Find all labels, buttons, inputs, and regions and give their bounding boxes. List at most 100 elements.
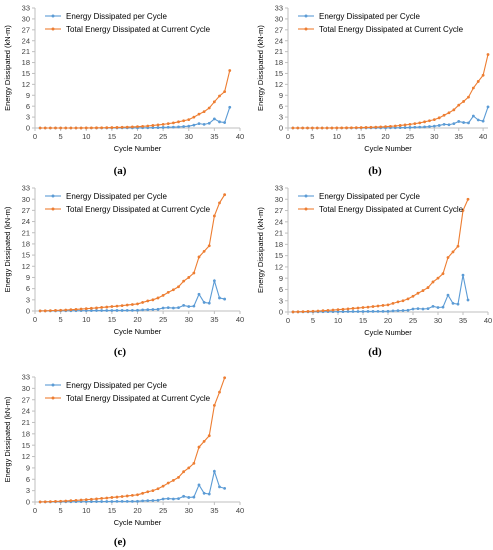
data-point-1 [411, 294, 415, 298]
y-tick-label: 15 [22, 441, 30, 450]
data-point-0 [192, 123, 196, 127]
x-tick-label: 5 [59, 506, 63, 515]
data-point-0 [141, 499, 145, 503]
y-tick-label: 24 [22, 217, 30, 226]
data-point-1 [64, 308, 68, 312]
data-point-0 [105, 500, 109, 503]
y-tick-label: 27 [22, 395, 30, 404]
data-point-1 [182, 279, 186, 283]
y-tick-label: 3 [26, 486, 30, 495]
data-point-1 [177, 120, 180, 124]
legend-label: Energy Dissipated per Cycle [66, 381, 167, 390]
data-point-0 [428, 125, 431, 128]
data-point-1 [69, 308, 73, 312]
data-point-1 [74, 126, 78, 130]
x-tick-label: 20 [384, 316, 392, 325]
data-point-0 [197, 122, 201, 126]
y-axis-label: Energy Dissipated (kN-m) [3, 25, 12, 111]
y-tick-label: 0 [26, 498, 30, 507]
data-point-0 [403, 126, 407, 129]
data-point-1 [79, 498, 83, 502]
data-point-1 [457, 103, 461, 107]
data-point-1 [187, 118, 191, 122]
legend-label: Energy Dissipated per Cycle [319, 12, 420, 21]
data-point-1 [330, 126, 334, 130]
data-point-1 [212, 100, 216, 104]
data-point-1 [141, 124, 145, 128]
x-tick-label: 40 [479, 132, 487, 141]
data-point-0 [166, 497, 170, 500]
series-line-1 [40, 70, 231, 129]
data-point-1 [207, 434, 211, 438]
x-tick-label: 20 [133, 315, 141, 324]
data-point-1 [291, 310, 295, 314]
data-point-0 [171, 306, 175, 310]
y-tick-label: 24 [275, 217, 283, 226]
data-point-0 [413, 125, 417, 129]
data-point-0 [115, 309, 119, 312]
data-point-1 [84, 126, 88, 130]
data-point-1 [197, 255, 201, 259]
data-point-0 [166, 125, 170, 129]
x-tick-label: 20 [381, 132, 389, 141]
data-point-1 [156, 123, 160, 127]
data-point-1 [371, 305, 375, 308]
data-point-0 [416, 307, 420, 311]
x-tick-label: 40 [484, 316, 492, 325]
legend-label: Total Energy Dissipated at Current Cycle [66, 25, 211, 34]
y-tick-label: 12 [22, 262, 30, 271]
data-point-1 [423, 120, 426, 124]
data-point-0 [442, 122, 446, 126]
data-point-1 [366, 305, 370, 309]
y-tick-label: 30 [22, 384, 30, 393]
data-point-1 [359, 126, 363, 129]
legend-label: Total Energy Dissipated at Current Cycle [319, 205, 464, 214]
x-tick-label: 20 [133, 506, 141, 515]
data-point-1 [110, 305, 114, 308]
data-point-0 [212, 117, 216, 121]
data-point-0 [207, 492, 211, 496]
legend-marker [51, 396, 55, 400]
data-point-0 [146, 499, 150, 503]
data-point-1 [320, 126, 324, 130]
data-point-1 [361, 306, 365, 309]
y-tick-label: 15 [275, 69, 283, 78]
x-axis-label: Cycle Number [114, 518, 162, 527]
data-point-1 [141, 491, 145, 495]
data-point-0 [95, 500, 98, 503]
data-point-1 [95, 497, 98, 501]
data-point-1 [391, 301, 395, 305]
data-point-0 [341, 310, 345, 313]
data-point-1 [471, 86, 475, 90]
legend-marker [51, 27, 55, 31]
data-point-1 [326, 308, 330, 312]
data-point-0 [202, 122, 206, 126]
data-point-1 [467, 95, 470, 99]
data-point-0 [346, 310, 350, 313]
data-point-1 [197, 112, 201, 116]
x-axis-label: Cycle Number [364, 328, 412, 337]
data-point-1 [486, 53, 490, 56]
y-tick-label: 6 [26, 102, 30, 111]
data-point-1 [146, 299, 150, 303]
data-point-1 [187, 276, 191, 279]
data-point-1 [79, 307, 83, 311]
data-point-1 [54, 126, 57, 130]
y-tick-label: 12 [22, 80, 30, 89]
data-point-0 [456, 302, 460, 306]
data-point-1 [466, 197, 470, 201]
data-point-1 [446, 256, 450, 259]
data-point-1 [462, 100, 466, 103]
x-tick-label: 10 [82, 132, 90, 141]
data-point-0 [120, 309, 124, 312]
series-line-0 [40, 469, 225, 503]
y-tick-label: 3 [279, 113, 283, 122]
data-point-1 [335, 126, 339, 130]
x-tick-label: 0 [286, 316, 290, 325]
x-tick-label: 30 [185, 315, 193, 324]
data-point-0 [481, 119, 485, 123]
y-tick-label: 30 [22, 15, 30, 24]
y-tick-label: 9 [279, 91, 283, 100]
data-point-0 [351, 310, 355, 313]
